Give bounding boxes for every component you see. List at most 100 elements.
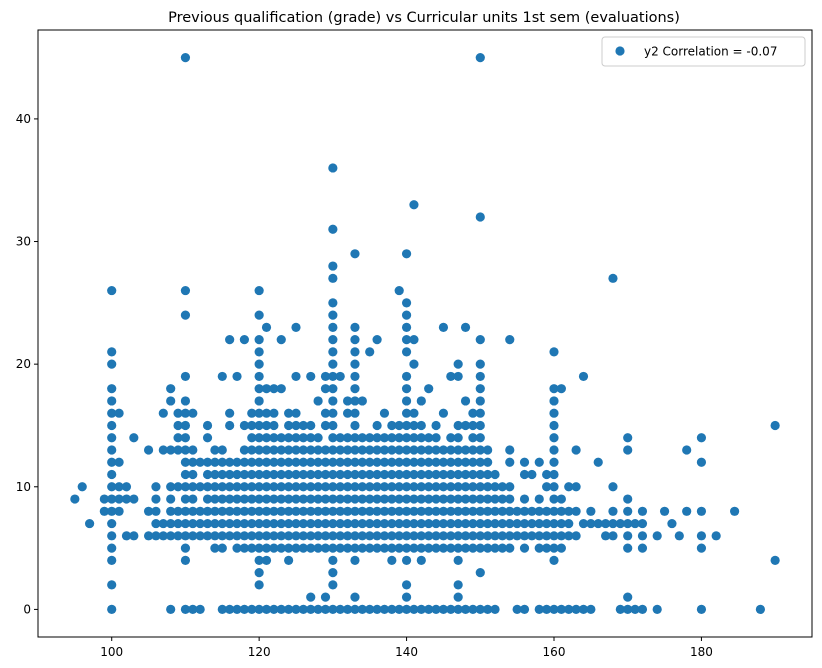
data-point bbox=[107, 420, 117, 431]
data-point bbox=[284, 482, 294, 492]
data-point bbox=[107, 543, 117, 553]
data-point bbox=[173, 408, 183, 418]
data-point bbox=[549, 494, 559, 504]
data-point bbox=[483, 506, 493, 516]
data-point bbox=[247, 445, 257, 455]
data-point bbox=[247, 482, 257, 492]
data-point bbox=[107, 359, 117, 369]
data-point bbox=[269, 518, 279, 529]
data-point bbox=[335, 433, 345, 443]
data-point bbox=[409, 494, 419, 504]
data-point bbox=[291, 604, 301, 615]
data-point bbox=[350, 384, 360, 394]
data-point bbox=[453, 359, 463, 369]
data-point bbox=[571, 604, 581, 615]
data-point bbox=[549, 506, 559, 516]
data-point bbox=[180, 433, 191, 443]
data-point bbox=[291, 445, 301, 455]
data-point bbox=[460, 445, 471, 455]
data-point bbox=[416, 543, 426, 553]
data-point bbox=[313, 604, 323, 615]
data-point bbox=[372, 445, 382, 455]
data-point bbox=[313, 469, 323, 480]
data-point bbox=[365, 445, 375, 455]
data-point bbox=[549, 408, 559, 418]
data-point bbox=[623, 604, 633, 615]
data-point bbox=[394, 420, 404, 431]
data-point bbox=[180, 506, 191, 516]
data-point bbox=[549, 445, 559, 455]
data-point bbox=[453, 445, 463, 455]
data-point bbox=[387, 518, 397, 529]
data-point bbox=[409, 457, 419, 467]
data-point bbox=[630, 604, 640, 615]
data-point bbox=[254, 359, 264, 369]
data-point bbox=[475, 482, 485, 492]
data-point bbox=[247, 457, 257, 467]
data-point bbox=[549, 457, 559, 467]
data-point bbox=[475, 568, 485, 578]
data-point bbox=[446, 506, 456, 516]
data-point bbox=[188, 518, 198, 529]
data-point bbox=[365, 433, 375, 443]
data-point bbox=[217, 445, 227, 455]
data-point bbox=[99, 494, 109, 504]
data-point bbox=[276, 457, 286, 467]
data-point bbox=[505, 494, 515, 504]
data-point bbox=[180, 518, 191, 529]
data-point bbox=[637, 543, 648, 553]
data-point bbox=[328, 310, 338, 320]
data-point bbox=[460, 469, 471, 480]
data-point bbox=[328, 445, 338, 455]
data-point bbox=[438, 457, 449, 467]
data-point bbox=[475, 212, 485, 222]
data-point bbox=[350, 347, 360, 357]
data-point bbox=[239, 494, 249, 504]
data-point bbox=[659, 506, 670, 516]
data-point bbox=[239, 335, 249, 345]
data-point bbox=[379, 604, 390, 615]
data-point bbox=[608, 518, 618, 529]
data-point bbox=[298, 506, 308, 516]
data-point bbox=[298, 469, 308, 480]
data-point bbox=[239, 420, 249, 431]
data-point bbox=[372, 335, 382, 345]
data-point bbox=[357, 494, 367, 504]
data-point bbox=[350, 506, 360, 516]
data-point bbox=[313, 531, 323, 541]
data-point bbox=[682, 445, 692, 455]
data-point bbox=[534, 543, 544, 553]
data-point bbox=[298, 457, 308, 467]
data-point bbox=[261, 604, 272, 615]
data-point bbox=[623, 592, 633, 602]
data-point bbox=[217, 518, 227, 529]
data-point bbox=[335, 445, 345, 455]
data-point bbox=[483, 445, 493, 455]
data-point bbox=[350, 592, 360, 602]
data-point bbox=[556, 506, 566, 516]
data-point bbox=[475, 52, 485, 63]
data-point bbox=[468, 531, 478, 541]
data-point bbox=[475, 420, 485, 431]
data-point bbox=[770, 555, 780, 565]
data-point bbox=[291, 482, 301, 492]
data-point bbox=[291, 371, 301, 382]
data-point bbox=[549, 433, 559, 443]
data-point bbox=[674, 531, 684, 541]
data-point bbox=[593, 518, 603, 529]
data-point bbox=[490, 518, 500, 529]
data-point bbox=[416, 457, 426, 467]
data-point bbox=[298, 445, 308, 455]
legend-marker bbox=[615, 46, 625, 56]
data-point bbox=[387, 433, 397, 443]
data-point bbox=[247, 469, 257, 480]
data-point bbox=[475, 408, 485, 418]
data-point bbox=[335, 531, 345, 541]
data-point bbox=[284, 433, 294, 443]
data-point bbox=[225, 482, 235, 492]
data-point bbox=[394, 543, 404, 553]
data-point bbox=[254, 285, 264, 296]
data-point bbox=[490, 531, 500, 541]
data-point bbox=[195, 604, 205, 615]
data-point bbox=[129, 433, 139, 443]
